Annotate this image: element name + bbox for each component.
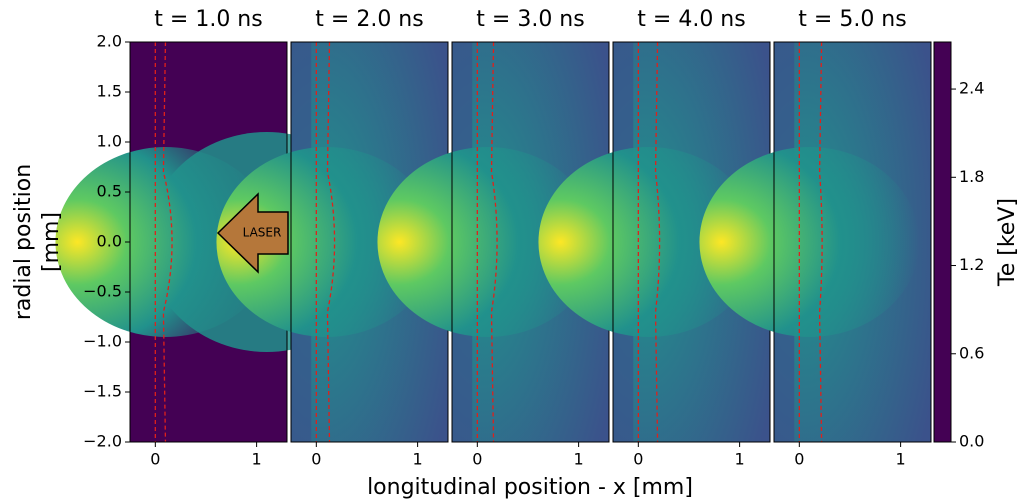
colorbar-tick-label: 0.6 [959, 343, 984, 362]
colorbar-tick-label: 1.8 [959, 167, 984, 186]
hot-core [216, 147, 437, 337]
arrow-shape [216, 192, 289, 274]
panels [55, 41, 932, 443]
x-tick-label: 0 [150, 450, 160, 469]
y-tick-label: −0.5 [83, 282, 122, 301]
x-tick-label: 1 [252, 450, 262, 469]
x-axis-label: longitudinal position - x [mm] [367, 475, 693, 500]
y-tick-label: 0.0 [97, 232, 122, 251]
colorbar-tick-label: 2.4 [959, 79, 984, 98]
x-tick-label: 0 [311, 450, 321, 469]
hot-core [377, 147, 598, 337]
annotation: LASER [243, 226, 282, 240]
panel-title: t = 1.0 ns [154, 7, 262, 32]
x-tick-label: 1 [896, 450, 906, 469]
y-axis-label: radial position [mm] [11, 164, 64, 320]
panel-title: t = 5.0 ns [798, 7, 906, 32]
panel-title: t = 2.0 ns [315, 7, 423, 32]
y-tick-label: −1.5 [83, 382, 122, 401]
hot-core [699, 147, 920, 337]
y-tick-label: 1.5 [97, 82, 122, 101]
x-tick-label: 0 [794, 450, 804, 469]
panel-title: t = 3.0 ns [476, 7, 584, 32]
panel-title: t = 4.0 ns [637, 7, 745, 32]
x-tick-label: 0 [472, 450, 482, 469]
x-tick-label: 1 [574, 450, 584, 469]
hot-core [55, 147, 276, 337]
panel [377, 41, 610, 443]
colorbar-tick-label: 0.0 [959, 432, 984, 451]
y-tick-label: 0.5 [97, 182, 122, 201]
colorbar-tick-label: 1.2 [959, 255, 984, 274]
x-tick-label: 1 [413, 450, 423, 469]
x-tick-label: 1 [735, 450, 745, 469]
panel [699, 41, 932, 443]
y-tick-label: 2.0 [97, 32, 122, 51]
colorbar [933, 41, 952, 443]
laser-arrow: LASER [216, 192, 289, 274]
density-contour [490, 41, 498, 443]
y-tick-label: 1.0 [97, 132, 122, 151]
y-tick-label: −2.0 [83, 432, 122, 451]
panel-frame [773, 41, 932, 443]
hot-core [538, 147, 759, 337]
density-contour [818, 41, 823, 443]
density-contour [654, 41, 661, 443]
x-tick-label: 0 [633, 450, 643, 469]
y-tick-label: −1.0 [83, 332, 122, 351]
colorbar-label: Te [keV] [995, 198, 1020, 287]
